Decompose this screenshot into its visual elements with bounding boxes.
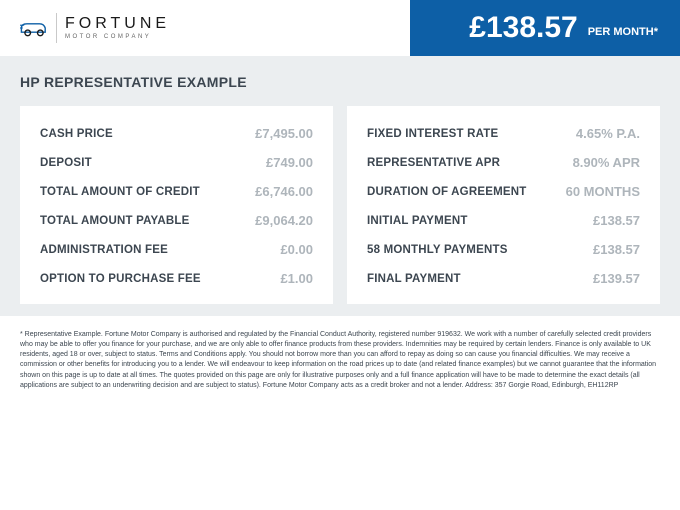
row-label: TOTAL AMOUNT OF CREDIT (40, 186, 200, 198)
card-left: CASH PRICE £7,495.00 DEPOSIT £749.00 TOTAL A… (20, 106, 333, 304)
data-row: FINAL PAYMENT £139.57 (367, 271, 640, 286)
row-label: DURATION OF AGREEMENT (367, 186, 526, 198)
logo-text: FORTUNE MOTOR COMPANY (65, 16, 170, 40)
row-label: OPTION TO PURCHASE FEE (40, 273, 201, 285)
row-value: £138.57 (593, 213, 640, 228)
data-row: INITIAL PAYMENT £138.57 (367, 213, 640, 228)
fineprint: * Representative Example. Fortune Motor … (0, 316, 680, 391)
row-value: £1.00 (280, 271, 313, 286)
data-row: 58 MONTHLY PAYMENTS £138.57 (367, 242, 640, 257)
data-row: TOTAL AMOUNT OF CREDIT £6,746.00 (40, 184, 313, 199)
row-label: FINAL PAYMENT (367, 273, 461, 285)
price-value: £138.57 (469, 11, 577, 45)
row-value: £7,495.00 (255, 126, 313, 141)
header: FORTUNE MOTOR COMPANY £138.57 PER MONTH* (0, 0, 680, 56)
data-row: REPRESENTATIVE APR 8.90% APR (367, 155, 640, 170)
row-value: £139.57 (593, 271, 640, 286)
row-label: REPRESENTATIVE APR (367, 157, 500, 169)
row-value: £749.00 (266, 155, 313, 170)
data-row: OPTION TO PURCHASE FEE £1.00 (40, 271, 313, 286)
data-row: CASH PRICE £7,495.00 (40, 126, 313, 141)
row-value: 4.65% P.A. (576, 126, 640, 141)
data-row: TOTAL AMOUNT PAYABLE £9,064.20 (40, 213, 313, 228)
data-row: DEPOSIT £749.00 (40, 155, 313, 170)
row-label: FIXED INTEREST RATE (367, 128, 498, 140)
logo-divider (56, 13, 57, 43)
row-value: £138.57 (593, 242, 640, 257)
row-label: TOTAL AMOUNT PAYABLE (40, 215, 189, 227)
row-value: £9,064.20 (255, 213, 313, 228)
data-row: DURATION OF AGREEMENT 60 MONTHS (367, 184, 640, 199)
row-label: DEPOSIT (40, 157, 92, 169)
row-label: ADMINISTRATION FEE (40, 244, 168, 256)
data-row: FIXED INTEREST RATE 4.65% P.A. (367, 126, 640, 141)
row-label: CASH PRICE (40, 128, 113, 140)
row-value: £0.00 (280, 242, 313, 257)
data-row: ADMINISTRATION FEE £0.00 (40, 242, 313, 257)
cards: CASH PRICE £7,495.00 DEPOSIT £749.00 TOTAL A… (20, 106, 660, 304)
row-label: INITIAL PAYMENT (367, 215, 468, 227)
price-unit: PER MONTH* (588, 18, 658, 38)
row-value: £6,746.00 (255, 184, 313, 199)
section-title: HP REPRESENTATIVE EXAMPLE (20, 74, 660, 90)
row-value: 8.90% APR (573, 155, 640, 170)
card-right: FIXED INTEREST RATE 4.65% P.A. REPRESENTAT… (347, 106, 660, 304)
row-label: 58 MONTHLY PAYMENTS (367, 244, 508, 256)
car-icon (20, 18, 48, 38)
logo-main: FORTUNE (65, 16, 170, 32)
row-value: 60 MONTHS (566, 184, 640, 199)
logo-sub: MOTOR COMPANY (65, 34, 170, 40)
price-box: £138.57 PER MONTH* (410, 0, 680, 56)
logo: FORTUNE MOTOR COMPANY (0, 0, 170, 56)
content: HP REPRESENTATIVE EXAMPLE CASH PRICE £7,4… (0, 56, 680, 316)
